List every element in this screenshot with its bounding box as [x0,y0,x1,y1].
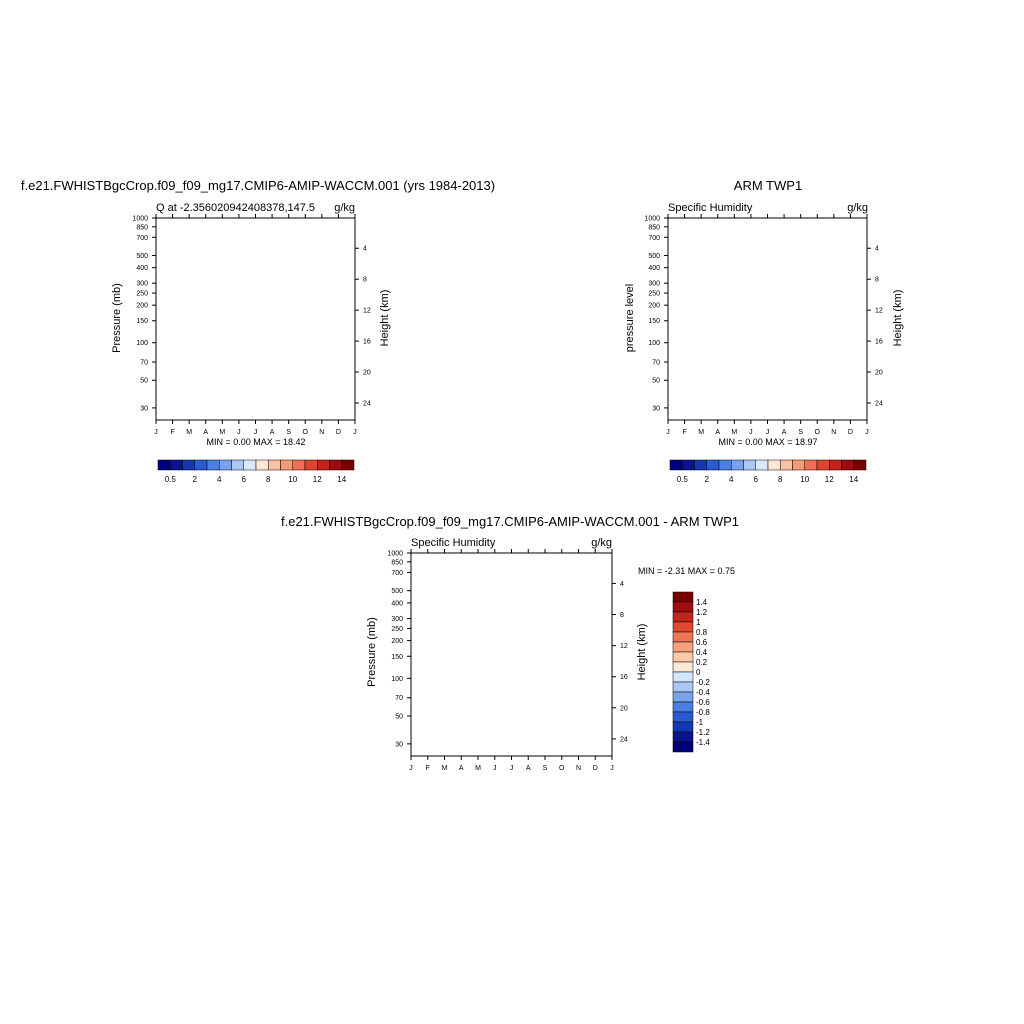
y-tick-label-right: 12 [363,308,371,315]
y-tick-label: 250 [136,291,148,298]
colorbar-label: 6 [242,475,247,484]
panel-obs-title: ARM TWP1 [734,178,802,193]
panel-model-ylabel: Pressure (mb) [111,283,123,353]
colorbar-label: 10 [288,475,297,484]
y-tick-label: 70 [140,360,148,367]
x-tick-label: S [286,429,291,436]
y-tick-label: 400 [136,265,148,272]
colorbar-swatch [280,459,293,471]
panel-model-ylabel-right: Height (km) [379,290,391,347]
colorbar-swatch [329,459,342,471]
panel-obs-subtitle-left: Specific Humidity [668,202,753,214]
x-tick-label: J [237,429,241,436]
x-tick-label: M [219,429,225,436]
panel-model-subtitle-right: g/kg [334,202,355,214]
colorbar-swatch [255,459,269,471]
colorbar-swatch [157,459,171,471]
colorbar-label: 12 [313,475,322,484]
colorbar-swatch [170,459,183,471]
y-tick-label-right: 20 [363,370,371,377]
x-tick-label: N [319,429,324,436]
y-tick-label: 700 [136,235,148,242]
plot-frame [155,217,356,421]
y-tick-label: 150 [136,318,148,325]
y-tick-label: 850 [136,224,148,231]
panel-model-subtitle-left: Q at -2.356020942408378,147.5 [156,202,315,214]
colorbar-swatch [219,459,232,471]
colorbar-swatch [341,459,355,471]
x-tick-label: A [203,429,208,436]
y-tick-label-right: 24 [363,400,371,407]
colorbar-swatch [243,459,257,471]
colorbar-swatch [317,459,330,471]
panel-model-colorbar: 0.5 2 4 6 8 10 12 14 [157,459,355,484]
y-tick-label: 200 [136,303,148,310]
y-tick-label: 500 [136,253,148,260]
colorbar-swatch [268,459,281,471]
y-tick-label-right: 8 [363,277,367,284]
x-tick-label: D [336,429,341,436]
x-tick-label: A [270,429,275,436]
x-tick-label: M [186,429,192,436]
colorbar-label: 4 [217,475,222,484]
panel-obs-subtitle-right: g/kg [847,202,868,214]
y-tick-label: 50 [140,378,148,385]
colorbar-swatch [206,459,220,471]
colorbar-swatch [231,459,244,471]
y-tick-label-right: 4 [363,246,367,253]
colorbar-label: 0.5 [165,475,177,484]
colorbar-swatch [292,459,306,471]
x-tick-label: J [154,429,158,436]
panel-model: f.e21.FWHISTBgcCrop.f09_f09_mg17.CMIP6-A… [21,178,495,484]
x-tick-label: O [303,429,309,436]
panel-model-title: f.e21.FWHISTBgcCrop.f09_f09_mg17.CMIP6-A… [21,178,495,193]
x-tick-label: J [254,429,258,436]
colorbar-label: 14 [337,475,346,484]
y-tick-label-right: 16 [363,339,371,346]
y-tick-label: 30 [140,405,148,412]
colorbar-swatch [182,459,195,471]
y-tick-label: 100 [136,340,148,347]
y-tick-label: 300 [136,281,148,288]
colorbar-swatch [304,459,318,471]
y-tick-label: 1000 [132,216,148,223]
x-tick-label: J [353,429,357,436]
colorbar-swatch [194,459,208,471]
colorbar-label: 2 [193,475,198,484]
x-tick-label: F [170,429,174,436]
panel-model-minmax: MIN = 0.00 MAX = 18.42 [206,437,305,447]
colorbar-label: 8 [266,475,271,484]
panel-model-axes: J F M A M J J A S O N D J 30 50 70 100 150 200 250 300 400 500… [132,214,371,436]
